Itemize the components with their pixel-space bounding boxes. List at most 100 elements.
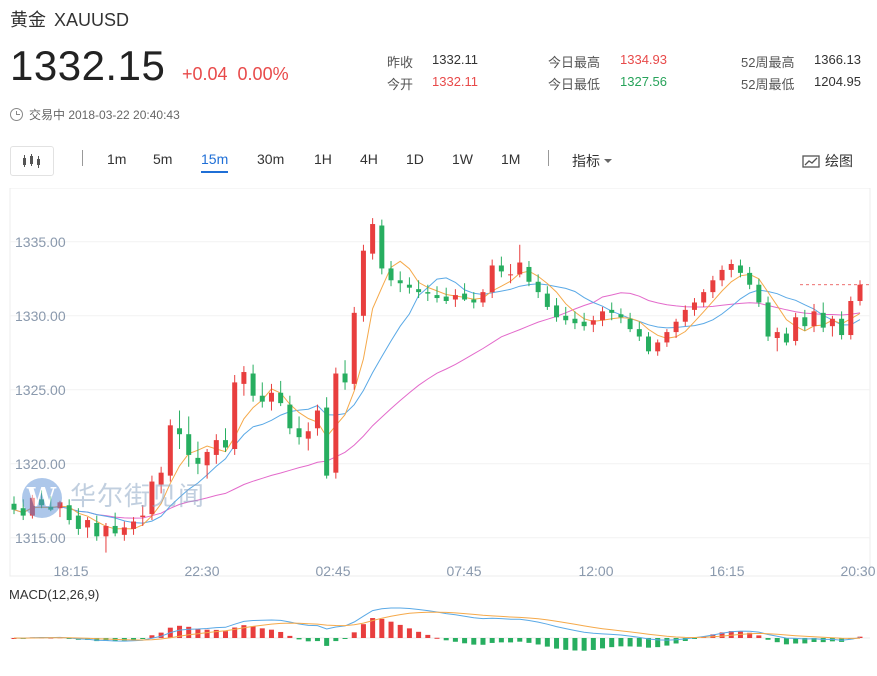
macd-histogram-bar [664,638,670,646]
candle-body [839,318,845,336]
candle-body [149,481,155,515]
stat-value: 1332.11 [432,74,479,89]
stat-label: 今日最高 [548,55,601,70]
timeframe-30m[interactable]: 30m [257,151,285,167]
draw-button[interactable]: 绘图 [802,151,853,171]
macd-histogram-bar [333,638,339,642]
candle-body [673,321,679,333]
x-tick-label: 02:45 [315,563,350,579]
y-tick-label: 1315.00 [15,530,66,546]
macd-histogram-bar [443,638,449,641]
candle-body [204,451,210,466]
y-tick-label: 1330.00 [15,308,66,324]
watermark-logo-icon: W [22,478,62,518]
macd-histogram-bar [691,638,697,639]
instrument-symbol: XAUUSD [54,10,130,30]
candle-body [388,268,394,281]
candle-body [140,515,146,518]
macd-histogram-bar [508,638,514,643]
watermark: W 华尔街见闻 [22,476,205,518]
candle-body [333,373,339,473]
macd-histogram-bar [783,638,789,645]
stat-52wk-high: 52周最高 1366.13 [741,52,861,71]
candle-body [517,262,523,275]
macd-histogram-bar [287,635,293,638]
candle-body [296,428,302,438]
stat-label: 52周最低 [741,77,795,92]
macd-histogram-bar [480,638,486,645]
macd-histogram-bar [526,638,532,643]
candle-body [232,382,238,449]
candle-body [416,289,422,293]
candle-body [11,503,17,510]
timeframe-1w[interactable]: 1W [452,151,473,167]
macd-histogram-bar [857,636,863,638]
candle-body [250,373,256,396]
macd-histogram-bar [149,635,155,638]
candle-body [508,274,514,276]
timeframe-1mo[interactable]: 1M [501,151,521,167]
draw-label: 绘图 [825,153,853,169]
indicators-dropdown[interactable]: 指标 [572,151,612,171]
macd-histogram-bar [765,638,771,640]
macd-histogram-bar [388,621,394,638]
macd-histogram-bar [544,638,550,647]
candle-body [57,502,63,509]
timeframe-15m[interactable]: 15m [201,151,229,173]
candle-body [20,508,26,516]
candle-body [75,515,81,529]
macd-histogram-bar [342,638,348,639]
candle-body [655,342,661,352]
candle-body [590,320,596,325]
watermark-text: 华尔街见闻 [70,482,206,512]
candle-body [728,264,734,270]
candle-body [287,404,293,429]
y-tick-label: 1325.00 [15,382,66,398]
macd-histogram-bar [581,638,587,651]
macd-histogram-bar [425,634,431,638]
candle-body [397,280,403,284]
macd-histogram-bar [498,638,504,643]
timeframe-5m[interactable]: 5m [153,151,173,167]
macd-histogram-bar [793,638,799,644]
macd-histogram-bar [397,624,403,638]
macd-histogram-bar [434,637,440,639]
candle-body [425,292,431,294]
candle-body [747,272,753,285]
timeframe-1d[interactable]: 1D [406,151,424,167]
chart-frame [9,188,871,577]
macd-histogram-bar [811,638,817,642]
macd-histogram-bar [572,638,578,651]
timeframe-1m[interactable]: 1m [107,151,127,167]
chart-type-button[interactable] [10,146,54,176]
candle-body [636,329,642,337]
macd-histogram-bar [673,638,679,644]
candle-body [857,284,863,301]
candle-body [765,302,771,337]
stat-label: 今开 [387,77,414,92]
macd-histogram-bar [452,638,458,642]
macd-histogram-bar [627,638,633,647]
candle-body [627,318,633,330]
candle-body [554,305,560,318]
candle-body [664,332,670,343]
x-tick-label: 16:15 [709,563,744,579]
x-tick-label: 20:30 [840,563,875,579]
macd-histogram-bar [351,632,357,638]
timeframe-1h[interactable]: 1H [314,151,332,167]
macd-histogram-bar [223,631,228,638]
macd-histogram-bar [747,632,753,638]
price-chart[interactable]: 1335.00 1330.00 1325.00 1320.00 1315.00 18:15… [0,188,877,676]
macd-histogram-bar [204,629,210,638]
timeframe-4h[interactable]: 4H [360,151,378,167]
candle-body [526,266,532,282]
candle-body [719,269,725,281]
macd-histogram-bar [370,618,376,638]
x-tick-label: 18:15 [53,563,88,579]
drawing-tool-icon [802,155,820,168]
candle-body [609,309,615,313]
macd-histogram-bar [719,632,725,638]
macd-histogram-bar [646,638,651,648]
macd-histogram-bar [94,638,100,642]
change-value: +0.04 [182,64,228,84]
